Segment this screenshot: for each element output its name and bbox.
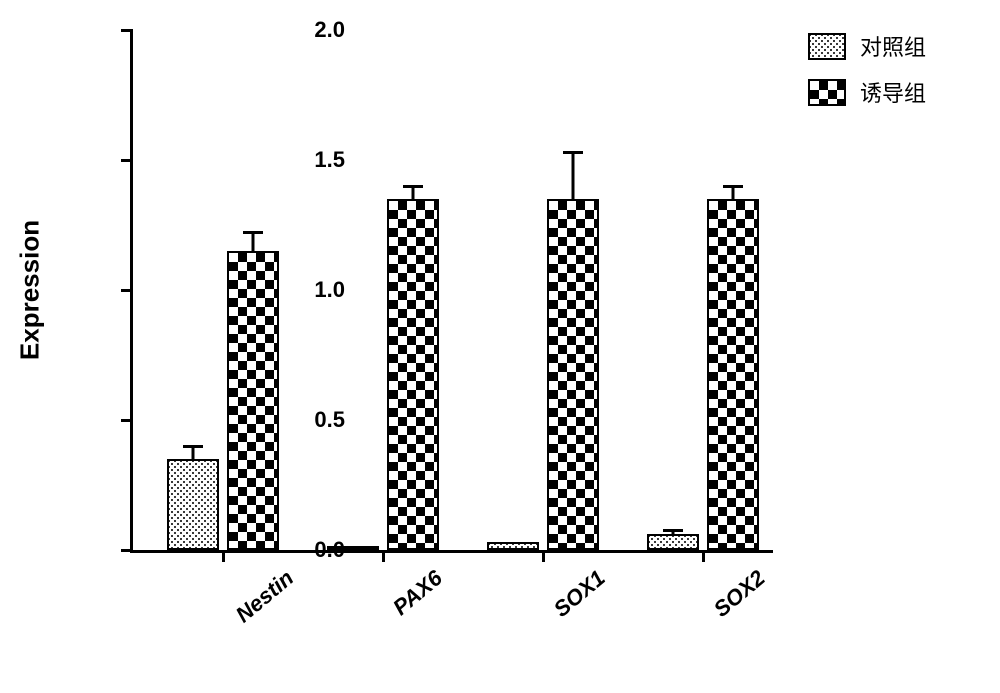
x-tick [382,550,385,562]
bar-control [167,459,219,550]
y-axis-label: Expression [15,220,46,360]
y-tick-label: 0.0 [314,537,345,563]
y-tick [121,29,133,32]
legend-row-induced: 诱导组 [808,76,926,108]
error-cap [243,231,263,234]
x-tick [542,550,545,562]
x-tick-label: Nestin [231,565,299,628]
legend: 对照组 诱导组 [808,30,926,122]
bar-control [647,534,699,550]
error-bar [252,233,255,251]
error-cap [403,185,423,188]
y-tick [121,289,133,292]
chart-container: Expression 对照组 诱导组 0.0 0.5 1.0 1.5 2.0 Nestin… [0,0,1000,693]
x-tick-label: SOX2 [709,565,771,623]
error-cap [723,185,743,188]
error-cap [663,529,683,532]
y-tick-label: 1.0 [314,277,345,303]
y-tick [121,159,133,162]
bar-control [487,542,539,550]
y-tick-label: 1.5 [314,147,345,173]
legend-label-induced: 诱导组 [860,76,926,108]
y-tick [121,549,133,552]
x-tick-label: PAX6 [388,565,447,621]
bar-induced [707,199,759,550]
error-bar [412,186,415,199]
y-tick [121,419,133,422]
error-bar [572,152,575,199]
legend-swatch-induced [808,79,846,106]
y-tick-label: 0.5 [314,407,345,433]
bar-induced [547,199,599,550]
bar-induced [387,199,439,550]
error-cap [183,445,203,448]
legend-swatch-control [808,33,846,60]
legend-row-control: 对照组 [808,30,926,62]
legend-label-control: 对照组 [860,30,926,62]
x-tick-label: SOX1 [549,565,611,623]
error-bar [732,186,735,199]
error-bar [192,446,195,459]
y-tick-label: 2.0 [314,17,345,43]
x-tick [702,550,705,562]
x-tick [222,550,225,562]
plot-area [130,30,773,553]
error-cap [563,151,583,154]
bar-induced [227,251,279,550]
